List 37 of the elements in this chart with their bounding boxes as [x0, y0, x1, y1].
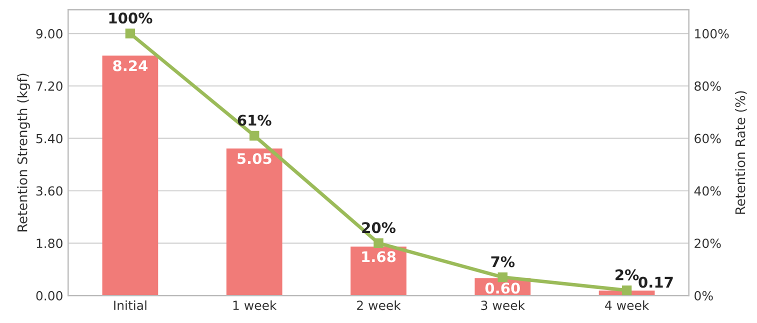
- data-label: 7%: [491, 256, 515, 268]
- bar: [350, 246, 406, 296]
- y-axis-title: Retention Strength (kgf): [17, 74, 30, 232]
- y-tick-label: 5.40: [36, 134, 62, 144]
- y-tick-label: 9.00: [36, 29, 62, 38]
- y-tick-label: 1.80: [36, 238, 62, 248]
- y2-tick-label: 100%: [695, 29, 729, 38]
- data-label: 61%: [238, 114, 272, 126]
- point: [249, 130, 260, 141]
- y2-tick-label: 80%: [694, 81, 721, 91]
- y2-tick-label: 20%: [694, 238, 721, 248]
- x-tick-label: 1 week: [233, 300, 277, 310]
- data-label: 0.60: [485, 282, 520, 294]
- data-label: 2%: [616, 269, 639, 280]
- data-label: 8.24: [113, 60, 148, 72]
- data-label: 100%: [109, 12, 152, 24]
- bar: [102, 56, 158, 296]
- x-tick-label: 4 week: [605, 300, 650, 310]
- bar: [226, 148, 282, 296]
- y-tick-label: 7.20: [36, 81, 62, 91]
- y-tick-label: 0.00: [36, 291, 62, 300]
- x-tick-label: 2 week: [357, 300, 401, 310]
- point: [498, 272, 508, 282]
- x-tick-label: 3 week: [481, 300, 525, 310]
- y2-axis-title: Retention Rate (%): [735, 91, 747, 214]
- data-label: 20%: [362, 222, 396, 234]
- y2-tick-label: 40%: [694, 186, 721, 196]
- data-label: 0.17: [638, 276, 673, 288]
- point: [125, 28, 136, 38]
- point: [374, 238, 384, 248]
- y2-tick-label: 60%: [694, 134, 721, 144]
- point: [622, 285, 632, 296]
- x-tick-label: Initial: [114, 300, 146, 310]
- y-tick-label: 3.60: [36, 186, 62, 196]
- data-label: 1.68: [362, 251, 396, 262]
- y2-tick-label: 0%: [694, 291, 713, 300]
- data-label: 5.05: [237, 153, 272, 164]
